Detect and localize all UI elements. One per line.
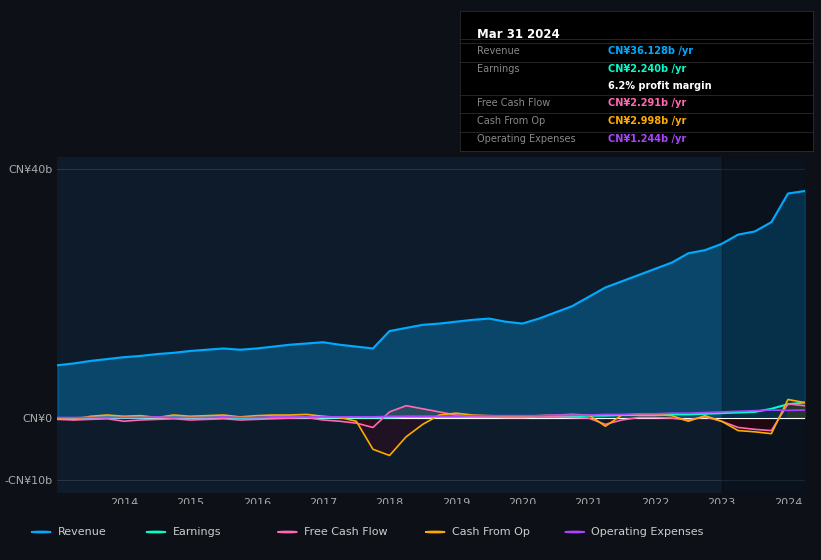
Text: Free Cash Flow: Free Cash Flow: [304, 527, 388, 537]
Text: Revenue: Revenue: [478, 46, 521, 56]
Text: Cash From Op: Cash From Op: [452, 527, 530, 537]
Circle shape: [565, 531, 585, 533]
Circle shape: [277, 531, 297, 533]
Circle shape: [31, 531, 51, 533]
Text: Operating Expenses: Operating Expenses: [478, 134, 576, 144]
Text: Earnings: Earnings: [172, 527, 221, 537]
Text: Cash From Op: Cash From Op: [478, 116, 546, 126]
Circle shape: [146, 531, 166, 533]
Text: Earnings: Earnings: [478, 64, 520, 74]
Text: CN¥2.998b /yr: CN¥2.998b /yr: [608, 116, 686, 126]
Text: CN¥2.291b /yr: CN¥2.291b /yr: [608, 98, 686, 108]
Bar: [722, 157, 805, 493]
Text: Mar 31 2024: Mar 31 2024: [478, 28, 560, 41]
Text: Free Cash Flow: Free Cash Flow: [478, 98, 551, 108]
Text: CN¥36.128b /yr: CN¥36.128b /yr: [608, 46, 693, 56]
Circle shape: [425, 531, 445, 533]
Text: 6.2% profit margin: 6.2% profit margin: [608, 81, 712, 91]
Text: Revenue: Revenue: [57, 527, 106, 537]
Text: CN¥1.244b /yr: CN¥1.244b /yr: [608, 134, 686, 144]
Text: CN¥2.240b /yr: CN¥2.240b /yr: [608, 64, 686, 74]
Text: Operating Expenses: Operating Expenses: [591, 527, 704, 537]
